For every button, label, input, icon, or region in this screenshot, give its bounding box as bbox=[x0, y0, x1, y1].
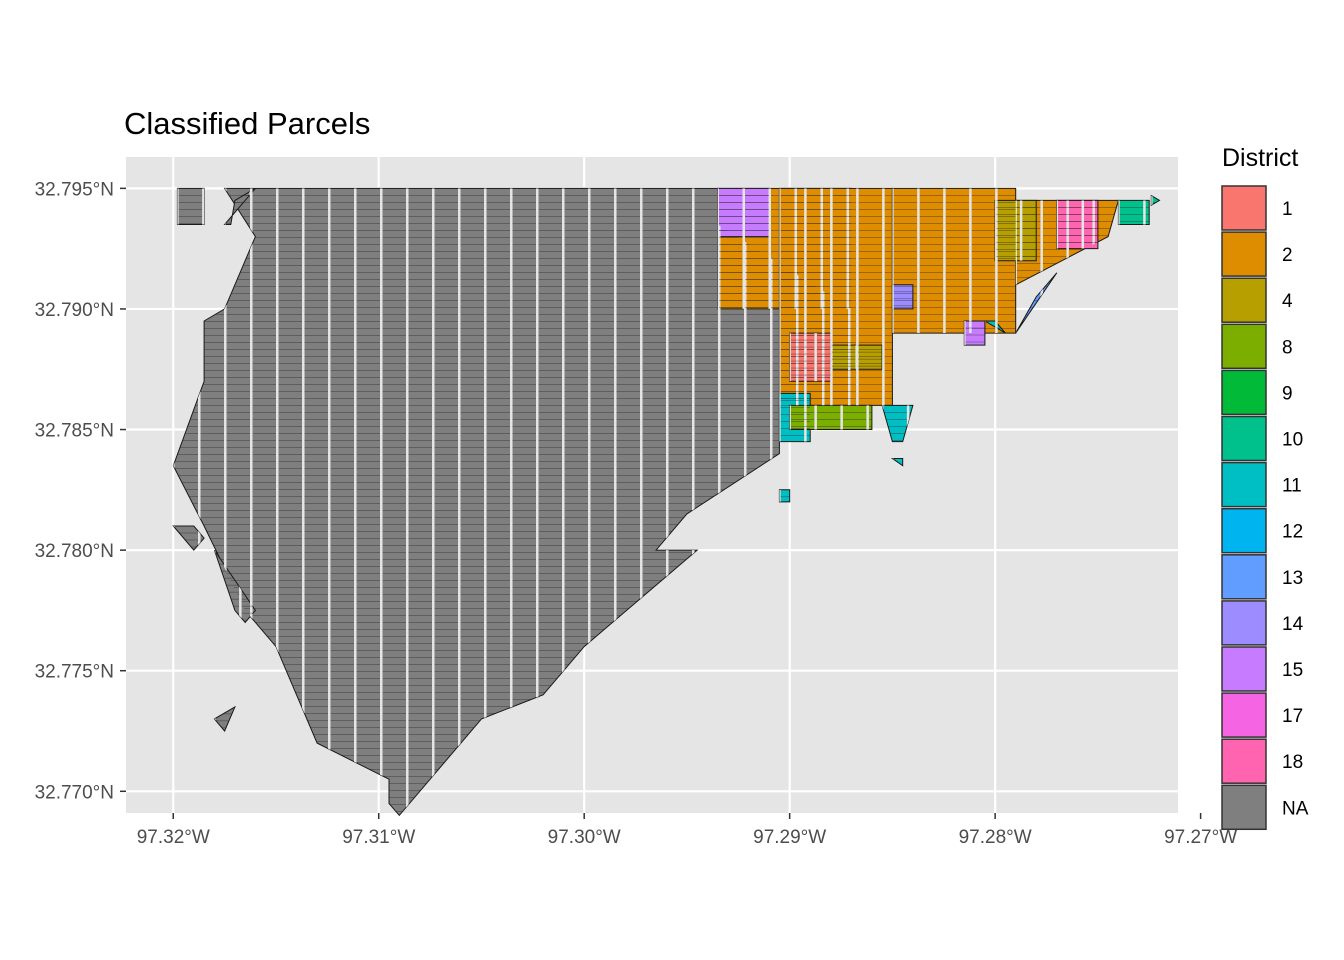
x-tick-label: 97.31°W bbox=[342, 827, 415, 848]
parcel-area-1 bbox=[789, 332, 832, 382]
lot-lines bbox=[995, 200, 1037, 261]
legend-title: District bbox=[1222, 144, 1298, 172]
parcel-area-15 bbox=[963, 320, 986, 346]
lot-lines bbox=[789, 405, 872, 430]
legend-swatch bbox=[1221, 323, 1267, 370]
legend-swatch bbox=[1221, 185, 1267, 231]
legend-swatch bbox=[1221, 738, 1267, 784]
legend-swatch bbox=[1221, 231, 1267, 277]
legend-label: 12 bbox=[1282, 522, 1303, 543]
y-tick-label: 32.790°N bbox=[35, 300, 114, 321]
parcel-area-14 bbox=[891, 284, 914, 310]
legend-label: 15 bbox=[1282, 660, 1303, 681]
legend-swatch bbox=[1221, 554, 1267, 600]
y-tick-label: 32.775°N bbox=[35, 662, 114, 683]
legend-label: 14 bbox=[1282, 614, 1304, 635]
y-tick-label: 32.785°N bbox=[35, 421, 114, 442]
lot-lines bbox=[779, 188, 893, 406]
parcel-area-8 bbox=[789, 404, 873, 430]
parcel-area-11 bbox=[778, 489, 791, 503]
legend-label: NA bbox=[1282, 798, 1309, 819]
lot-lines bbox=[892, 188, 1016, 334]
y-tick-label: 32.770°N bbox=[35, 782, 114, 803]
x-tick-label: 97.30°W bbox=[548, 827, 621, 848]
legend-swatch bbox=[1221, 600, 1267, 646]
legend-swatch bbox=[1221, 461, 1267, 508]
legend-label: 2 bbox=[1282, 245, 1293, 266]
parcel-area-13 bbox=[1015, 272, 1058, 334]
legend-label: 9 bbox=[1282, 383, 1293, 404]
legend-label: 4 bbox=[1282, 291, 1293, 312]
legend-swatch bbox=[1221, 692, 1267, 738]
parcel-area-NA bbox=[176, 187, 205, 225]
lot-lines bbox=[1056, 200, 1098, 249]
legend-label: 10 bbox=[1282, 430, 1303, 451]
lot-lines bbox=[964, 321, 985, 346]
legend-label: 1 bbox=[1282, 199, 1293, 220]
lot-lines bbox=[177, 188, 205, 225]
y-tick-label: 32.780°N bbox=[35, 541, 114, 562]
lot-lines bbox=[779, 393, 811, 442]
legend-swatch bbox=[1221, 507, 1267, 554]
x-tick-label: 97.28°W bbox=[959, 827, 1032, 848]
legend-swatch bbox=[1221, 277, 1267, 323]
axes: 97.32°W 97.31°W 97.30°W 97.29°W 97.28°W 97.27… bbox=[35, 179, 1238, 848]
legend-swatch bbox=[1221, 646, 1267, 692]
lot-lines bbox=[789, 333, 831, 382]
x-tick-label: 97.29°W bbox=[753, 827, 826, 848]
legend-label: 17 bbox=[1282, 706, 1303, 727]
legend-label: 13 bbox=[1282, 568, 1303, 589]
legend-swatch bbox=[1221, 415, 1267, 462]
legend-swatch bbox=[1221, 784, 1267, 831]
parcel-area-NA bbox=[213, 705, 236, 732]
lot-lines bbox=[1118, 200, 1150, 225]
legend-label: 8 bbox=[1282, 337, 1293, 358]
lot-lines bbox=[830, 345, 883, 370]
x-tick-label: 97.32°W bbox=[137, 827, 210, 848]
lot-lines bbox=[717, 188, 770, 237]
chart-title: Classified Parcels bbox=[124, 106, 371, 141]
lot-lines bbox=[779, 489, 790, 502]
lot-lines bbox=[892, 284, 913, 309]
y-tick-label: 32.795°N bbox=[35, 179, 114, 200]
legend-label: 11 bbox=[1282, 476, 1302, 497]
x-tick-label: 97.27°W bbox=[1164, 827, 1237, 848]
legend-swatch bbox=[1221, 369, 1267, 416]
legend-label: 18 bbox=[1282, 752, 1303, 773]
